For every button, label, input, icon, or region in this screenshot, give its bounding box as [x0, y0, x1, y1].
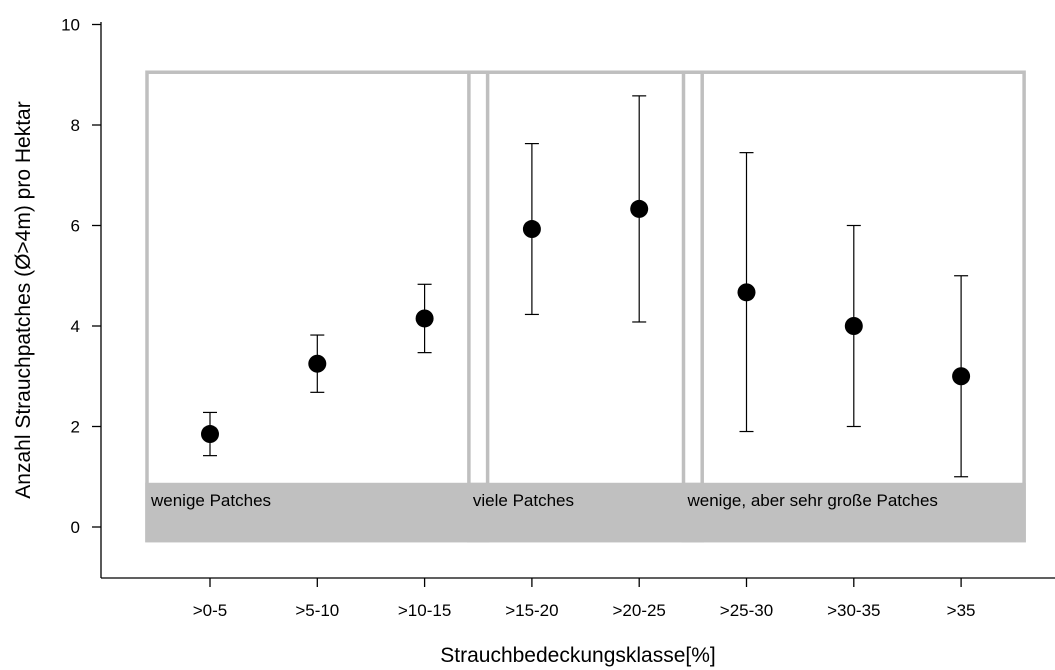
x-ticks: >0-5 >5-10 >10-15 >15-20 >20-25 >25-30 >30-35 >…: [193, 578, 976, 620]
group-label-3: wenige, aber sehr große Patches: [687, 491, 938, 510]
y-tick-label: 4: [71, 317, 80, 336]
group-band-1: [145, 482, 490, 543]
data-point: [308, 354, 327, 373]
group-label-2: viele Patches: [473, 491, 574, 510]
data-point: [522, 220, 541, 239]
data-point: [737, 283, 756, 302]
y-tick-label: 6: [71, 217, 80, 236]
x-tick-label: >10-15: [398, 601, 451, 620]
y-ticks: 0 2 4 6 8 10: [61, 16, 101, 537]
axes: [100, 22, 1055, 579]
group-band-2: [467, 482, 704, 543]
data-point: [415, 309, 434, 328]
y-axis-title: Anzahl Strauchpatches (Ø>4m) pro Hektar: [12, 101, 35, 498]
data-point: [844, 317, 863, 335]
y-tick-label: 2: [71, 418, 80, 437]
x-tick-label: >35: [947, 601, 976, 620]
data-point: [630, 199, 649, 218]
x-tick-label: >15-20: [505, 601, 558, 620]
data-point: [201, 425, 219, 444]
x-tick-label: >30-35: [827, 601, 880, 620]
data-marks: [201, 95, 971, 478]
group-box-2: [467, 70, 704, 543]
x-tick-label: >0-5: [193, 601, 228, 620]
y-tick-label: 10: [61, 16, 80, 35]
x-axis-title: Strauchbedeckungsklasse[%]: [440, 644, 716, 667]
x-tick-label: >20-25: [612, 601, 665, 620]
y-tick-label: 0: [71, 518, 80, 537]
x-tick-label: >25-30: [720, 601, 773, 620]
group-label-1: wenige Patches: [150, 491, 271, 510]
y-tick-label: 8: [71, 116, 80, 135]
x-tick-label: >5-10: [295, 601, 339, 620]
group-box-1: [145, 70, 490, 543]
group-boxes: wenige Patches viele Patches wenige, aber …: [145, 70, 1026, 543]
data-point: [952, 367, 971, 386]
group-band-3: [681, 482, 1026, 543]
